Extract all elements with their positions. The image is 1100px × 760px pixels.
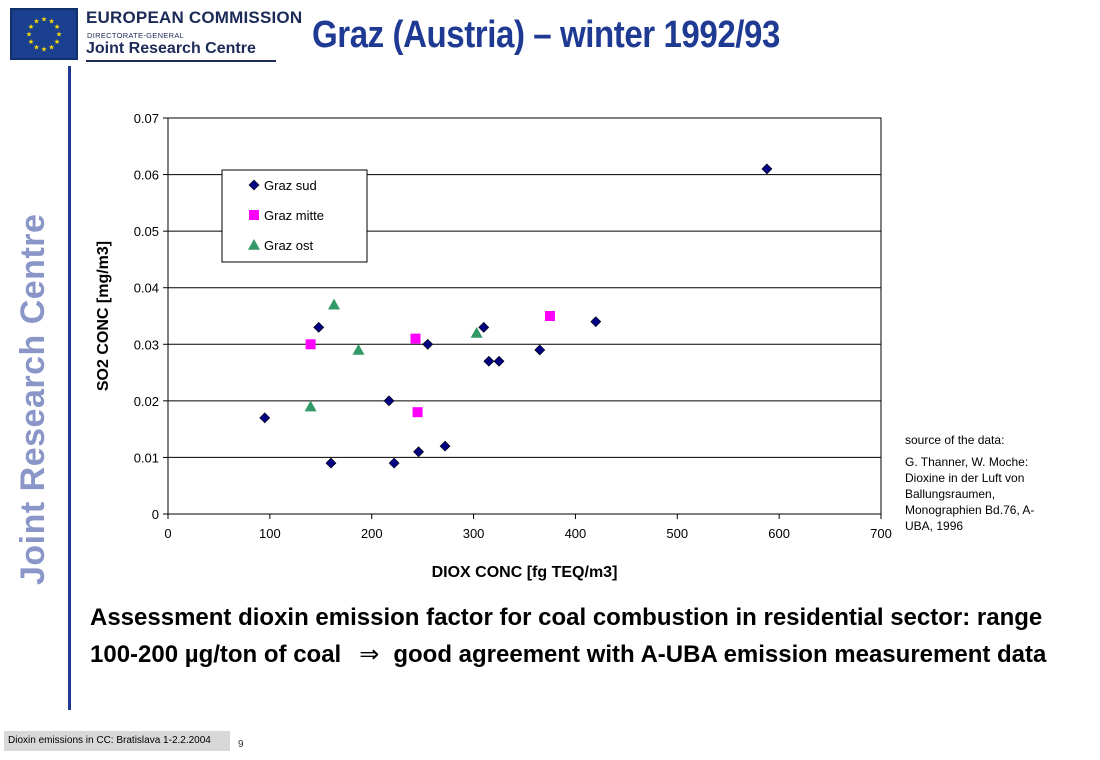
- logo-org-line3: Joint Research Centre: [86, 40, 256, 57]
- eu-star-icon: ★: [48, 44, 54, 52]
- eu-stars-icon: ★ ★★★★★★★★★★★: [26, 16, 62, 54]
- chart-ticks: 0 0.01 0.02 0.03 0.04 0.05 0.06 0.07 0 100 200 300 4…: [134, 111, 892, 541]
- x-tick-label: 600: [768, 526, 790, 541]
- data-point-graz-mitte: [412, 407, 423, 418]
- y-tick-label: 0.03: [134, 337, 159, 352]
- eu-star-icon: ★: [54, 23, 60, 31]
- legend-label: Graz sud: [264, 178, 317, 193]
- x-tick-label: 400: [565, 526, 587, 541]
- conclusion-part2: good agreement with A-UBA emission measu…: [393, 641, 1047, 668]
- implies-arrow-icon: ⇒: [359, 640, 380, 668]
- eu-star-icon: ★: [41, 16, 47, 24]
- logo-org-line2: DIRECTORATE-GENERAL: [87, 31, 185, 40]
- eu-star-icon: ★: [26, 31, 32, 39]
- x-tick-label: 700: [870, 526, 892, 541]
- x-tick-label: 0: [164, 526, 171, 541]
- x-axis-title: DIOX CONC [fg TEQ/m3]: [432, 564, 618, 581]
- logo-org-line1: EUROPEAN COMMISSION: [86, 8, 303, 27]
- conclusion-text: Assessment dioxin emission factor for co…: [90, 600, 1050, 673]
- eu-star-icon: ★: [33, 44, 39, 52]
- data-point-graz-sud: [761, 163, 773, 175]
- data-point-graz-sud: [422, 338, 434, 350]
- y-tick-label: 0.07: [134, 111, 159, 126]
- data-point-graz-sud: [439, 440, 451, 452]
- legend-box: [221, 169, 368, 263]
- y-tick-label: 0.04: [134, 281, 159, 296]
- chart-points: [259, 163, 773, 469]
- sidebar-label: Joint Research Centre: [14, 213, 52, 585]
- eu-star-icon: ★: [28, 38, 34, 46]
- chart-gridlines: [168, 117, 881, 515]
- y-axis-title: SO2 CONC [mg/m3]: [95, 241, 112, 391]
- y-tick-label: 0.06: [134, 168, 159, 183]
- source-note: source of the data: G. Thanner, W. Moche…: [905, 432, 1055, 534]
- data-point-graz-sud: [313, 321, 325, 333]
- logo-divider: [86, 60, 276, 62]
- source-heading: source of the data:: [905, 433, 1005, 447]
- y-tick-label: 0.05: [134, 224, 159, 239]
- data-point-graz-mitte: [305, 339, 316, 350]
- chart-legend: Graz sud Graz mitte Graz ost: [221, 169, 368, 263]
- data-point-graz-sud: [413, 446, 424, 458]
- x-tick-label: 300: [463, 526, 485, 541]
- data-point-graz-ost: [304, 400, 317, 412]
- data-point-graz-mitte: [544, 311, 555, 321]
- data-point-graz-sud: [388, 457, 400, 469]
- page-number: 9: [238, 739, 244, 750]
- page-title: Graz (Austria) – winter 1992/93: [312, 14, 780, 56]
- y-tick-label: 0: [152, 507, 159, 522]
- legend-label: Graz mitte: [264, 208, 324, 223]
- data-point-graz-sud: [325, 457, 337, 469]
- data-point-graz-sud: [259, 412, 271, 424]
- conclusion-part1: Assessment dioxin emission factor for co…: [90, 604, 1043, 668]
- y-tick-label: 0.01: [134, 450, 159, 465]
- y-tick-label: 0.02: [134, 394, 159, 409]
- eu-flag-icon: ★ ★ ★ ★ ★ ★ ★ ★ ★ ★ ★ ★: [10, 8, 78, 60]
- footer-event: Dioxin emissions in CC: Bratislava 1-2.2…: [4, 731, 230, 751]
- data-point-graz-sud: [478, 321, 490, 333]
- data-point-graz-sud: [493, 355, 505, 367]
- eu-star-icon: ★: [41, 46, 47, 54]
- data-point-graz-ost: [328, 298, 341, 310]
- jrc-logo: ★ ★ ★ ★ ★ ★ ★ ★ ★ ★ ★ ★ EUROPEAN COMMISSION DIRECTO…: [10, 8, 310, 64]
- eu-star-icon: ★: [48, 18, 54, 26]
- data-point-graz-sud: [534, 344, 546, 356]
- x-tick-label: 200: [361, 526, 383, 541]
- sidebar-divider: [68, 66, 71, 710]
- legend-label: Graz ost: [264, 238, 314, 253]
- eu-star-icon: ★: [56, 31, 62, 39]
- legend-marker-graz-ost: [248, 239, 260, 250]
- eu-star-icon: ★: [33, 18, 39, 26]
- eu-star-icon: ★: [28, 23, 34, 31]
- x-tick-label: 500: [666, 526, 688, 541]
- eu-star-icon: ★: [54, 38, 60, 46]
- legend-marker-graz-mitte: [249, 210, 259, 220]
- data-point-graz-sud: [483, 355, 495, 367]
- data-point-graz-ost: [470, 326, 483, 338]
- source-citation: G. Thanner, W. Moche: Dioxine in der Luf…: [905, 455, 1035, 533]
- plot-area: [167, 117, 882, 515]
- x-tick-label: 100: [259, 526, 281, 541]
- data-point-graz-mitte: [410, 333, 421, 344]
- data-point-graz-sud: [383, 395, 395, 407]
- data-point-graz-sud: [590, 316, 602, 328]
- data-point-graz-ost: [352, 343, 365, 355]
- legend-marker-graz-sud: [248, 179, 260, 191]
